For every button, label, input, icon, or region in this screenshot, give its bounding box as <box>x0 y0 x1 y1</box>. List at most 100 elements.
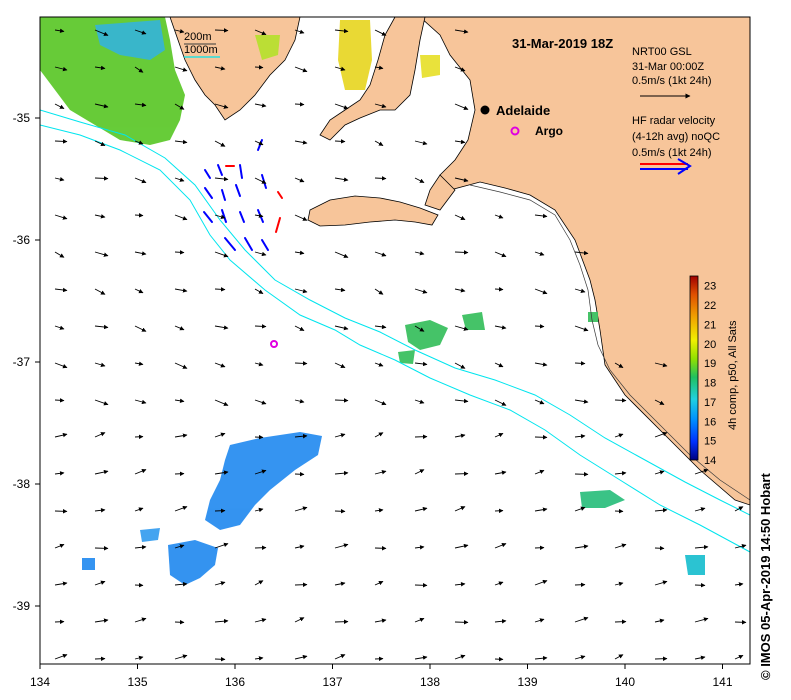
model-current-arrow <box>214 470 229 475</box>
model-current-arrow <box>454 362 466 369</box>
model-current-arrow <box>134 177 147 184</box>
model-current-arrow <box>214 542 229 549</box>
model-current-arrow <box>334 287 346 293</box>
model-current-arrow <box>574 506 586 512</box>
map-title: 31-Mar-2019 18Z <box>512 36 613 51</box>
model-current-arrow <box>454 398 469 404</box>
model-current-arrow <box>454 66 466 72</box>
model-current-arrow <box>254 324 267 329</box>
model-current-arrow <box>174 433 188 438</box>
model-current-arrow <box>134 617 147 623</box>
model-current-arrow <box>374 288 384 295</box>
model-current-arrow <box>654 580 668 586</box>
model-current-arrow <box>94 580 106 586</box>
model-current-arrow <box>414 288 428 294</box>
model-current-arrow <box>214 362 226 368</box>
model-current-arrow <box>254 361 264 367</box>
model-current-arrow <box>374 470 387 475</box>
model-current-arrow <box>534 362 548 367</box>
model-current-arrow <box>334 398 349 403</box>
model-current-arrow <box>454 325 469 331</box>
land <box>169 17 750 506</box>
model-current-arrow <box>174 362 188 369</box>
model-current-arrow <box>614 543 627 549</box>
model-current-arrow <box>214 103 229 109</box>
x-tick-label: 138 <box>420 675 440 689</box>
model-current-arrow <box>534 507 548 512</box>
model-current-arrow <box>414 655 428 660</box>
model-current-arrow <box>454 288 466 293</box>
model-current-arrow <box>254 656 264 661</box>
model-current-arrow <box>374 399 387 406</box>
model-current-arrow <box>494 325 507 330</box>
hf-arrow <box>239 211 245 223</box>
model-current-arrow <box>54 28 65 34</box>
sst-patch-gulf-green <box>255 35 280 60</box>
model-current-arrow <box>54 214 68 220</box>
colorbar-label: 4h comp, p50, All Sats <box>727 320 739 430</box>
model-current-arrow <box>214 66 226 71</box>
isobath-1000m-a <box>40 124 750 553</box>
land-mainland-east <box>419 17 750 506</box>
model-current-arrow <box>174 214 188 221</box>
model-current-arrow <box>254 580 264 586</box>
model-current-arrow <box>294 66 308 73</box>
model-current-arrow <box>294 654 308 660</box>
model-current-arrow <box>134 507 144 512</box>
model-current-arrow <box>574 250 589 256</box>
model-current-arrow <box>134 361 144 366</box>
model-current-arrow <box>454 582 466 587</box>
model-current-arrow <box>694 617 709 623</box>
model-current-arrow <box>174 103 185 110</box>
model-current-arrow <box>494 432 504 438</box>
model-current-arrow <box>94 251 109 257</box>
model-current-arrow <box>534 324 545 329</box>
model-current-arrow <box>174 139 188 145</box>
model-current-arrow <box>174 325 185 331</box>
model-current-arrow <box>134 102 147 108</box>
sst-patch-central-2 <box>462 312 485 330</box>
model-current-arrow <box>374 580 384 586</box>
model-current-arrow <box>254 103 267 108</box>
model-current-arrow <box>574 361 586 366</box>
model-current-arrow <box>94 214 106 219</box>
model-current-arrow <box>334 66 346 71</box>
model-current-arrow <box>694 544 709 550</box>
colorbar-tick-label: 22 <box>704 300 716 312</box>
model-current-arrow <box>94 29 109 36</box>
model-current-arrow <box>574 325 589 332</box>
model-current-arrow <box>494 214 504 219</box>
model-current-arrow <box>734 654 744 660</box>
model-current-arrow <box>654 470 665 475</box>
hf-arrow <box>217 164 223 176</box>
model-current-arrow <box>134 655 144 661</box>
adelaide-label: Adelaide <box>496 103 550 118</box>
model-current-arrow <box>254 177 267 184</box>
model-current-arrow <box>454 250 469 255</box>
model-current-arrow <box>454 433 466 439</box>
model-legend-time: 31-Mar 00:00Z <box>632 61 704 73</box>
colorbar-tick-label: 15 <box>704 436 716 448</box>
isobath-legend: 200m 1000m <box>184 31 220 58</box>
model-current-arrow <box>534 579 548 586</box>
model-current-arrow <box>614 362 624 368</box>
model-current-arrow <box>294 102 305 107</box>
x-tick-label: 139 <box>517 675 537 689</box>
model-current-arrow <box>174 250 185 255</box>
model-current-arrow <box>374 251 387 257</box>
model-current-arrow <box>54 287 68 293</box>
model-current-arrow <box>294 325 305 332</box>
y-tick-label: -35 <box>13 111 31 125</box>
model-current-arrow <box>374 508 384 513</box>
hf-arrow <box>275 217 281 233</box>
model-current-arrow <box>334 543 349 549</box>
sst-patch-far-east <box>685 555 705 575</box>
sst-patch-southwest-small <box>168 540 218 585</box>
model-current-arrow <box>94 469 109 475</box>
sst-patch-gulf-yellow <box>338 20 372 90</box>
hf-arrow <box>239 164 243 179</box>
model-current-arrow <box>534 469 545 475</box>
x-tick-label: 140 <box>615 675 635 689</box>
model-current-arrow <box>214 251 229 258</box>
model-current-arrow <box>134 140 144 145</box>
